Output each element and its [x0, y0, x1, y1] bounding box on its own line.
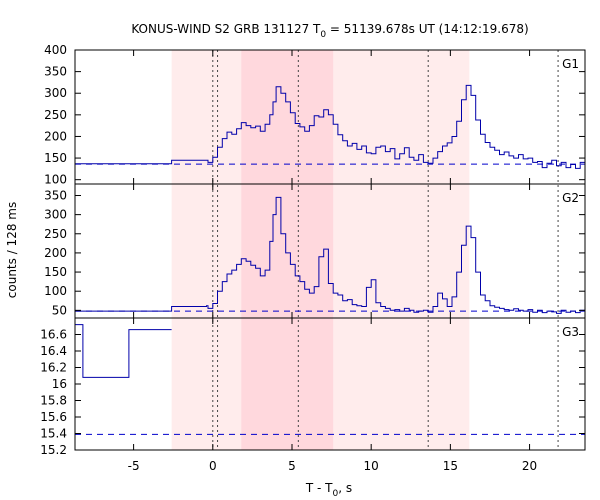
- x-tick-label: 0: [209, 459, 217, 473]
- highlight-band-2: [241, 50, 334, 450]
- y-tick-label: 350: [44, 65, 67, 79]
- title-subscript: 0: [320, 30, 326, 40]
- x-tick-label: -5: [128, 459, 140, 473]
- y-tick-label: 300: [44, 208, 67, 222]
- y-tick-label: 250: [44, 227, 67, 241]
- y-tick-label: 100: [44, 173, 67, 187]
- panels: 100 150 200 250 300 350 400 G1 50 100 150 200 250 300…: [40, 43, 586, 457]
- y-tick-label: 250: [44, 108, 67, 122]
- y-tick-label: 200: [44, 129, 67, 143]
- chart-title: KONUS-WIND S2 GRB 131127 T0 = 51139.678s…: [131, 22, 528, 40]
- y-tick-label: 50: [52, 303, 67, 317]
- y-tick-label: 16.4: [40, 344, 67, 358]
- light-curve-g3: [75, 324, 172, 378]
- y-tick-label: 200: [44, 246, 67, 260]
- y-tick-label: 400: [44, 43, 67, 57]
- y-tick-label: 15.4: [40, 427, 67, 441]
- y-tick-label: 15.2: [40, 443, 67, 457]
- highlight-bands: [171, 50, 470, 450]
- vertical-markers: [212, 50, 559, 450]
- panel-label: G1: [562, 57, 579, 71]
- panel-label: G2: [562, 191, 579, 205]
- y-axis-label: counts / 128 ms: [5, 202, 19, 298]
- panel-g2: 50 100 150 200 250 300 350 G2: [44, 183, 586, 319]
- x-tick-label: 20: [522, 459, 537, 473]
- y-tick-label: 16.2: [40, 361, 67, 375]
- light-curve-g1: [75, 84, 585, 169]
- x-tick-label: 15: [443, 459, 458, 473]
- y-tick-label: 100: [44, 284, 67, 298]
- panel-g3: 15.2 15.4 15.6 15.8 16 16.2 16.4 16.6 G3: [40, 317, 586, 457]
- x-axis-label-main: T - T: [305, 481, 333, 495]
- y-tick-label: 150: [44, 151, 67, 165]
- y-tick-label: 350: [44, 188, 67, 202]
- x-axis: -5 0 5 10 15 20: [128, 459, 538, 473]
- light-curve-g2: [75, 196, 585, 314]
- y-tick-label: 16.6: [40, 328, 67, 342]
- x-tick-label: 5: [288, 459, 296, 473]
- title-main: KONUS-WIND S2 GRB 131127 T: [131, 22, 321, 36]
- y-tick-label: 15.6: [40, 410, 67, 424]
- title-rest: = 51139.678s UT (14:12:19.678): [326, 22, 529, 36]
- y-tick-label: 300: [44, 86, 67, 100]
- y-tick-label: 150: [44, 265, 67, 279]
- x-axis-label-subscript: 0: [333, 489, 339, 499]
- x-axis-label: T - T0, s: [305, 481, 352, 499]
- x-tick-label: 10: [364, 459, 379, 473]
- y-tick-label: 16: [52, 377, 67, 391]
- y-tick-label: 15.8: [40, 394, 67, 408]
- panel-label: G3: [562, 325, 579, 339]
- x-axis-label-rest: , s: [338, 481, 352, 495]
- panel-g1: 100 150 200 250 300 350 400 G1: [44, 43, 586, 187]
